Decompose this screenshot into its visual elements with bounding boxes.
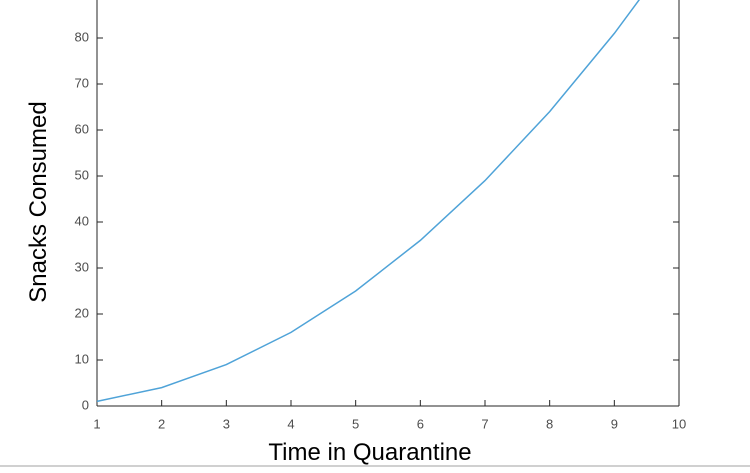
y-tick-label: 20 bbox=[75, 305, 89, 320]
y-tick-label: 10 bbox=[75, 351, 89, 366]
x-tick-label: 7 bbox=[481, 416, 488, 431]
x-tick-label: 1 bbox=[93, 416, 100, 431]
x-tick-label: 6 bbox=[417, 416, 424, 431]
x-tick-label: 10 bbox=[672, 416, 686, 431]
y-tick-label: 60 bbox=[75, 121, 89, 136]
y-axis-label: Snacks Consumed bbox=[25, 101, 52, 302]
x-tick-label: 4 bbox=[287, 416, 294, 431]
y-tick-label: 50 bbox=[75, 167, 89, 182]
x-tick-label: 2 bbox=[158, 416, 165, 431]
y-tick-label: 80 bbox=[75, 29, 89, 44]
x-tick-label: 3 bbox=[223, 416, 230, 431]
data-line bbox=[96, 0, 640, 403]
x-tick-label: 8 bbox=[546, 416, 553, 431]
y-tick-label: 0 bbox=[82, 397, 89, 412]
x-tick-label: 9 bbox=[611, 416, 618, 431]
y-tick-label: 30 bbox=[75, 259, 89, 274]
y-tick-label: 70 bbox=[75, 75, 89, 90]
y-tick-label: 40 bbox=[75, 213, 89, 228]
x-tick-label: 5 bbox=[352, 416, 359, 431]
x-axis-label: Time in Quarantine bbox=[268, 439, 471, 466]
